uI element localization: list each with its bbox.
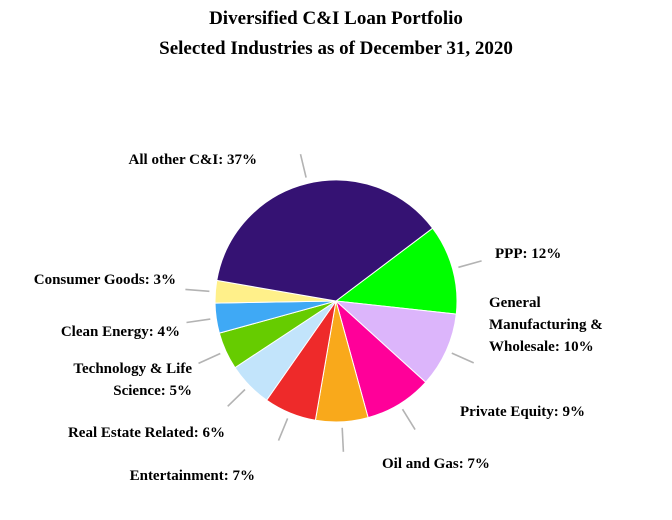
slice-label: Oil and Gas: 7% [382,456,490,472]
leader-line [185,288,210,293]
pie-slice-ppp [334,227,458,315]
leader-line [277,418,289,441]
pie-slices [214,179,458,423]
slice-label: Consumer Goods: 3% [34,272,176,288]
chart-title: Diversified C&I Loan Portfolio [209,8,463,29]
slice-labels: PPP: 12% General Manufacturing & Wholesale:… [34,152,603,484]
chart-subtitle: Selected Industries as of December 31, 2… [159,38,513,59]
slice-label: Real Estate Related: 6% [68,425,225,441]
slice-label: Private Equity: 9% [460,404,585,420]
pie-slice-all-other-c-i [216,179,434,302]
slice-label: PPP: 12% [495,246,561,262]
pie-slice-general-manufacturing-wholesale [334,300,457,383]
slice-label: Technology & Life Science: 5% [73,361,192,399]
slice-label: Entertainment: 7% [130,468,255,484]
slice-label: General Manufacturing & Wholesale: 10% [489,295,603,355]
leader-line [401,408,416,431]
leader-line [227,388,246,407]
leader-line [341,427,345,452]
leader-line [451,352,475,364]
leader-lines [185,154,482,452]
leader-line [186,318,211,324]
leader-line [299,154,307,178]
leader-line [198,352,221,365]
leader-line [458,260,482,269]
slice-label: Clean Energy: 4% [61,324,180,340]
slice-label: All other C&I: 37% [129,152,257,168]
